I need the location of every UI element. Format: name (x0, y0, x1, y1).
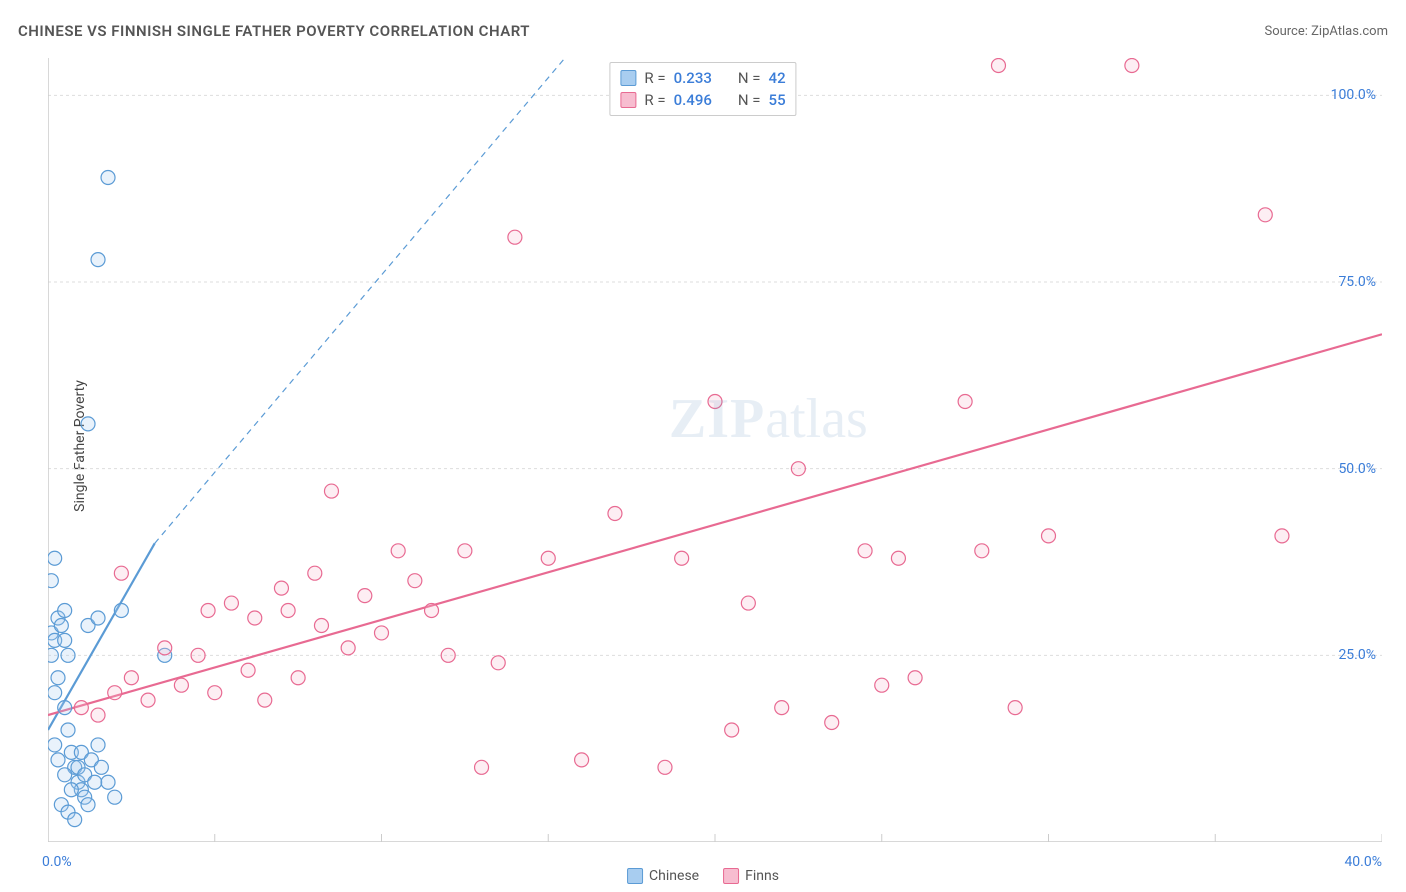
scatter-plot (48, 58, 1382, 842)
x-axis-min-label: 0.0% (42, 854, 72, 870)
swatch-finns (620, 92, 636, 108)
chart-title: CHINESE VS FINNISH SINGLE FATHER POVERTY… (18, 22, 530, 40)
legend-item-chinese: Chinese (627, 868, 699, 884)
legend: Chinese Finns (627, 868, 779, 884)
plot-area: ZIPatlas (48, 58, 1382, 842)
source-label: Source: ZipAtlas.com (1264, 24, 1388, 39)
stat-row-chinese: R = 0.233 N = 42 (620, 67, 785, 89)
y-axis-label-100: 100.0% (1331, 87, 1376, 103)
y-axis-label-25: 25.0% (1338, 647, 1376, 663)
y-axis-label-75: 75.0% (1338, 274, 1376, 290)
swatch-chinese (620, 70, 636, 86)
correlation-stats-box: R = 0.233 N = 42 R = 0.496 N = 55 (609, 62, 796, 116)
header: CHINESE VS FINNISH SINGLE FATHER POVERTY… (18, 22, 1388, 40)
legend-swatch-chinese (627, 868, 643, 884)
legend-item-finns: Finns (723, 868, 779, 884)
stat-row-finns: R = 0.496 N = 55 (620, 89, 785, 111)
x-axis-max-label: 40.0% (1344, 854, 1382, 870)
y-axis-label-50: 50.0% (1338, 461, 1376, 477)
legend-swatch-finns (723, 868, 739, 884)
